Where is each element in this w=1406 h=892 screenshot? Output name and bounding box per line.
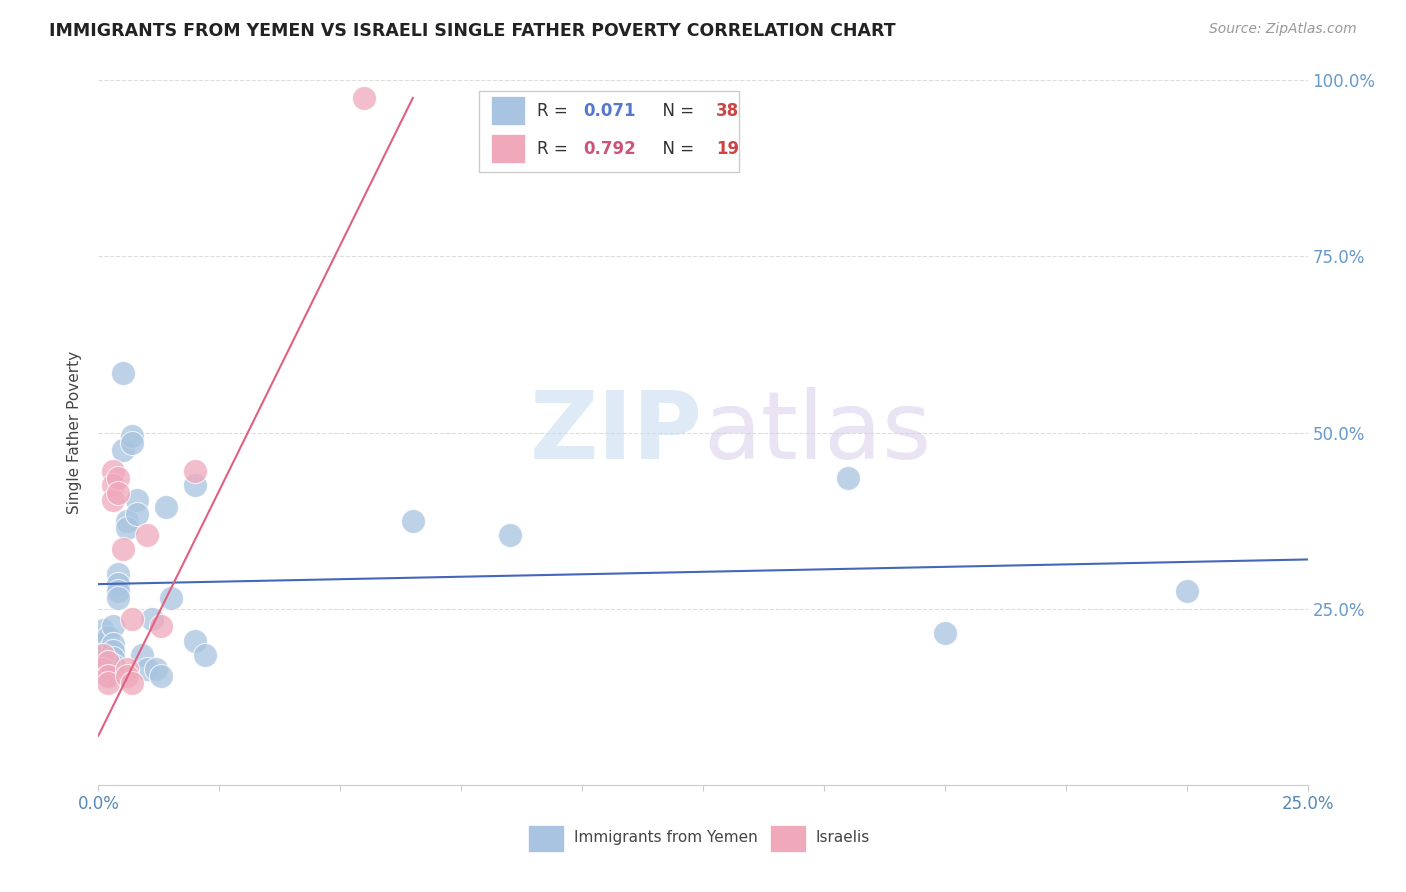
Point [150, 669, 173, 683]
Point [184, 633, 207, 648]
Point [353, 91, 375, 105]
Point [150, 619, 173, 633]
FancyBboxPatch shape [769, 825, 806, 852]
Point [121, 675, 143, 690]
Point [107, 577, 129, 591]
Point [117, 521, 139, 535]
Point [101, 651, 124, 665]
FancyBboxPatch shape [479, 91, 740, 172]
Text: 19: 19 [716, 140, 740, 158]
Text: IMMIGRANTS FROM YEMEN VS ISRAELI SINGLE FATHER POVERTY CORRELATION CHART: IMMIGRANTS FROM YEMEN VS ISRAELI SINGLE … [49, 22, 896, 40]
Point [97, 658, 120, 673]
Point [1175, 584, 1198, 599]
Point [97, 669, 120, 683]
Point [111, 443, 134, 458]
Text: R =: R = [537, 140, 574, 158]
FancyBboxPatch shape [527, 825, 564, 852]
Point [184, 464, 207, 478]
Point [97, 675, 120, 690]
Text: 38: 38 [716, 102, 740, 120]
Point [101, 492, 124, 507]
Point [117, 514, 139, 528]
Point [97, 655, 120, 669]
FancyBboxPatch shape [492, 95, 526, 126]
Point [107, 566, 129, 581]
Text: R =: R = [537, 102, 574, 120]
Point [101, 658, 124, 673]
Text: 0.071: 0.071 [583, 102, 636, 120]
Point [111, 366, 134, 380]
Point [91, 662, 114, 676]
Point [97, 669, 120, 683]
Point [121, 612, 143, 626]
Point [135, 528, 157, 542]
Point [135, 662, 157, 676]
Point [91, 637, 114, 651]
Text: Source: ZipAtlas.com: Source: ZipAtlas.com [1209, 22, 1357, 37]
Point [498, 528, 520, 542]
Point [91, 623, 114, 637]
Point [101, 464, 124, 478]
Point [117, 662, 139, 676]
Text: N =: N = [652, 140, 700, 158]
Point [184, 478, 207, 492]
Point [127, 492, 149, 507]
Point [91, 648, 114, 662]
Point [101, 619, 124, 633]
Y-axis label: Single Father Poverty: Single Father Poverty [67, 351, 83, 514]
Point [111, 541, 134, 556]
Point [101, 644, 124, 658]
Text: 0.792: 0.792 [583, 140, 636, 158]
Point [155, 500, 177, 514]
Point [121, 436, 143, 450]
Text: atlas: atlas [703, 386, 931, 479]
Point [934, 626, 956, 640]
Point [97, 644, 120, 658]
Point [131, 648, 153, 662]
Point [160, 591, 183, 606]
Point [117, 669, 139, 683]
Point [121, 429, 143, 443]
Point [145, 662, 167, 676]
Point [107, 471, 129, 485]
Text: Israelis: Israelis [815, 830, 870, 846]
Point [107, 584, 129, 599]
Point [107, 485, 129, 500]
Point [837, 471, 859, 485]
Point [107, 591, 129, 606]
Point [101, 478, 124, 492]
Point [194, 648, 217, 662]
Text: N =: N = [652, 102, 700, 120]
Text: ZIP: ZIP [530, 386, 703, 479]
Point [97, 630, 120, 644]
Point [101, 637, 124, 651]
Point [141, 612, 163, 626]
Point [402, 514, 425, 528]
Text: Immigrants from Yemen: Immigrants from Yemen [574, 830, 758, 846]
Point [127, 507, 149, 521]
FancyBboxPatch shape [492, 134, 526, 163]
